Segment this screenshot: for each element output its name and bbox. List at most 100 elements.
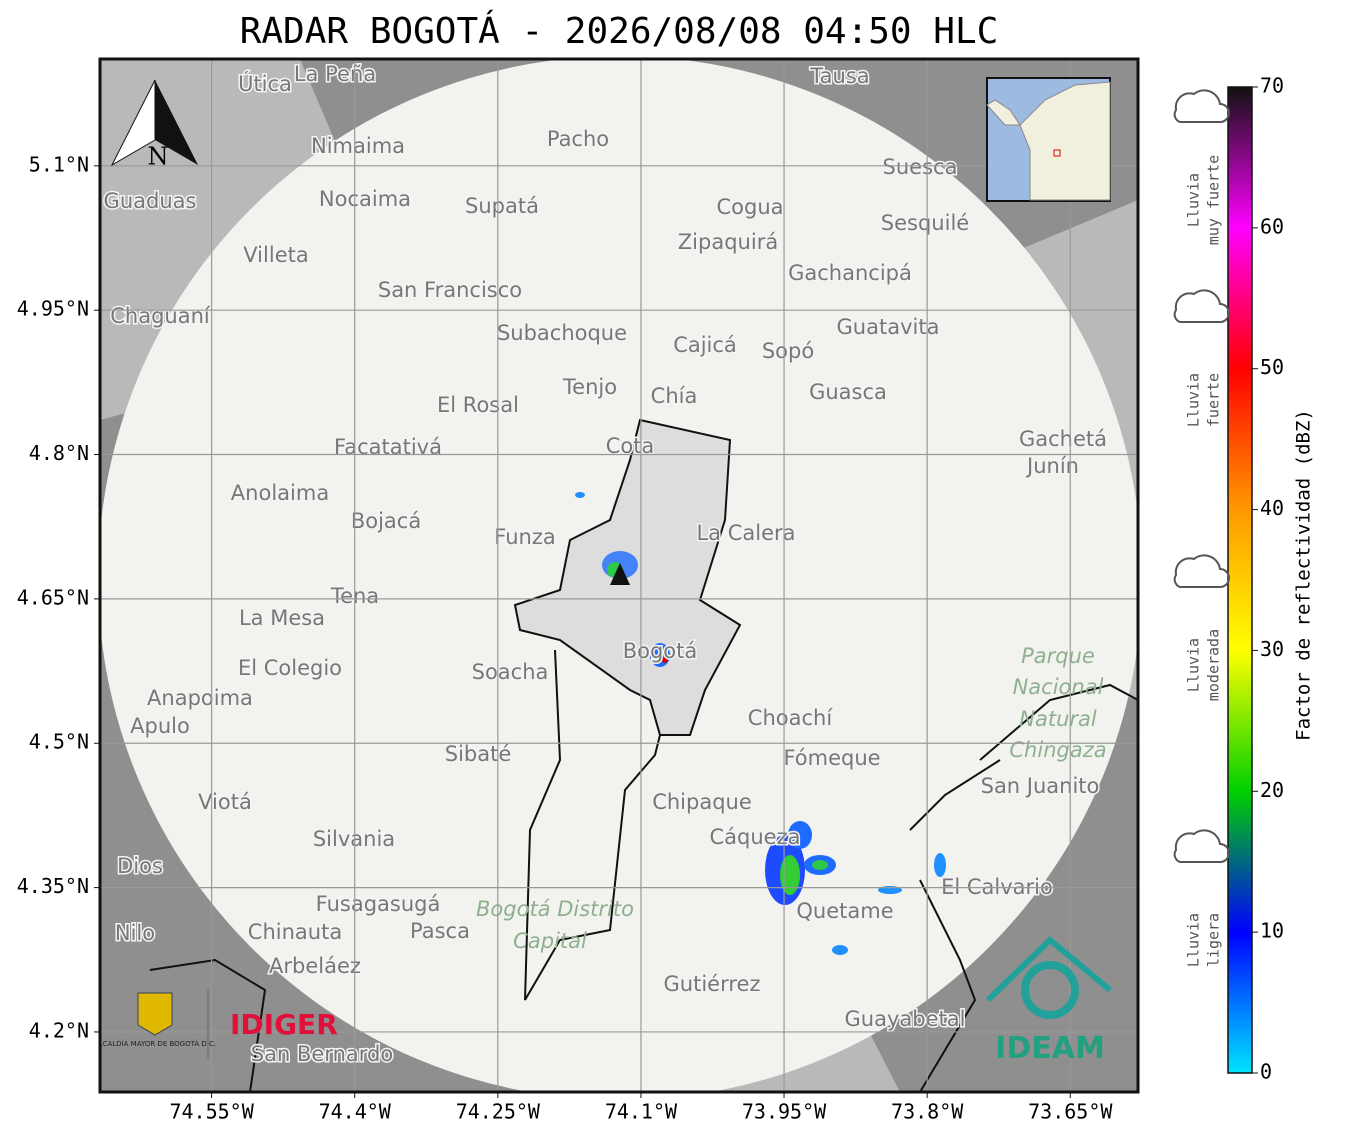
north-label: N (148, 143, 169, 171)
legend-label: ligera (1205, 913, 1223, 967)
legend-label: Lluvia (1185, 638, 1203, 692)
place-label: Gachetá (1019, 427, 1107, 451)
place-label: Nilo (115, 921, 155, 945)
place-label: Arbeláez (269, 954, 361, 978)
place-label: Bogotá (623, 639, 698, 663)
x-tick-label: 74.55°W (169, 1100, 254, 1124)
legend-label: fuerte (1205, 373, 1223, 427)
place-label: Nocaima (319, 187, 411, 211)
park-label: Bogotá Distrito (476, 897, 634, 921)
park-label: Nacional (1013, 675, 1104, 699)
place-label: Chipaque (652, 790, 752, 814)
place-label: Dios (117, 854, 163, 878)
place-label: Chaguaní (110, 304, 211, 328)
colorbar-tick-label: 70 (1260, 74, 1284, 98)
x-tick-label: 74.25°W (456, 1100, 541, 1124)
place-label: Choachí (748, 706, 834, 730)
colorbar-tick-label: 40 (1260, 496, 1284, 520)
colorbar-tick-label: 50 (1260, 355, 1284, 379)
place-label: San Bernardo (251, 1042, 393, 1066)
cloud-icon (1173, 554, 1230, 588)
place-label: Anapoima (147, 686, 253, 710)
legend-label: Lluvia (1185, 173, 1203, 227)
place-label: Útica (238, 71, 292, 96)
place-label: Junín (1025, 454, 1079, 478)
place-label: Subachoque (497, 321, 627, 345)
place-label: Anolaima (231, 481, 329, 505)
logos: ALCALDÍA MAYOR DE BOGOTÁ D.C. IDIGER IDE… (100, 935, 1112, 1066)
place-label: Gutiérrez (664, 972, 761, 996)
colorbar-label: Factor de reflectividad (dBZ) (1293, 409, 1315, 741)
place-label: San Francisco (378, 278, 522, 302)
y-tick-label: 4.5°N (29, 730, 89, 754)
legend-label: Lluvia (1185, 373, 1203, 427)
map-frame (98, 57, 1140, 1094)
place-label: Funza (494, 525, 555, 549)
colorbar-tick-label: 20 (1260, 778, 1284, 802)
cloud-icon (1173, 829, 1230, 863)
colorbar: 0 10 20 30 40 50 60 70 Factor de reflectividad (… (1227, 74, 1315, 1084)
place-label: Fusagasugá (316, 892, 441, 916)
place-label: La Calera (696, 521, 795, 545)
x-tick-label: 74.4°W (319, 1100, 392, 1124)
colorbar-tick-label: 10 (1260, 919, 1284, 943)
boundary (524, 649, 661, 1001)
x-tick-label: 73.95°W (742, 1100, 827, 1124)
place-label: La Mesa (239, 606, 325, 630)
place-label: Cáqueza (710, 825, 801, 849)
place-label: Pasca (410, 919, 470, 943)
place-label: Quetame (796, 899, 893, 923)
place-label: Tenjo (562, 375, 617, 399)
x-tick-label: 73.65°W (1028, 1100, 1113, 1124)
place-label: Viotá (198, 790, 252, 814)
colorbar-tick-label: 30 (1260, 637, 1284, 661)
y-tick-label: 4.8°N (29, 441, 89, 465)
place-label: Cajicá (673, 333, 737, 357)
place-label: Nimaima (311, 134, 405, 158)
place-label: Chía (651, 384, 698, 408)
park-label: Chingaza (1009, 738, 1106, 762)
legend-label: muy fuerte (1205, 155, 1223, 245)
ideam-logo: IDEAM (995, 1031, 1105, 1066)
place-label: Soacha (472, 660, 549, 684)
place-label: Zipaquirá (678, 230, 778, 254)
x-tick-label: 74.1°W (605, 1100, 678, 1124)
place-label: Sesquilé (881, 211, 969, 235)
y-tick-label: 4.65°N (17, 585, 89, 609)
legend-label: Lluvia (1185, 913, 1203, 967)
park-label: Natural (1019, 707, 1097, 731)
place-label: El Colegio (238, 656, 342, 680)
cloud-icon (1173, 289, 1230, 323)
place-label: Guaduas (104, 189, 197, 213)
grid (100, 59, 1138, 1092)
place-label: Chinauta (248, 920, 342, 944)
place-label: Cogua (716, 195, 783, 219)
place-label: San Juanito (981, 774, 1100, 798)
cloud-icon (1173, 89, 1230, 123)
place-label: Villeta (243, 243, 308, 267)
colorbar-scale (1227, 86, 1253, 1074)
place-label: La Peña (294, 62, 376, 86)
radar-site (610, 563, 630, 585)
place-label: Guasca (809, 380, 887, 404)
park-label: Parque (1021, 644, 1095, 668)
boundary (909, 683, 1138, 1092)
north-arrow: N (110, 79, 198, 171)
y-tick-label: 4.95°N (17, 297, 89, 321)
place-label: Sibaté (445, 742, 512, 766)
place-label: Tausa (809, 64, 869, 88)
place-label: Guayabetal (845, 1007, 966, 1031)
place-label: Fómeque (783, 746, 880, 770)
place-label: Apulo (130, 714, 190, 738)
boundary (149, 958, 267, 1092)
place-label: Facatativá (334, 435, 442, 459)
colorbar-tick-label: 0 (1260, 1060, 1272, 1084)
place-label: Bojacá (351, 509, 421, 533)
x-tick-label: 73.8°W (891, 1100, 964, 1124)
place-label: Pacho (547, 127, 609, 151)
colorbar-tick-label: 60 (1260, 214, 1284, 238)
